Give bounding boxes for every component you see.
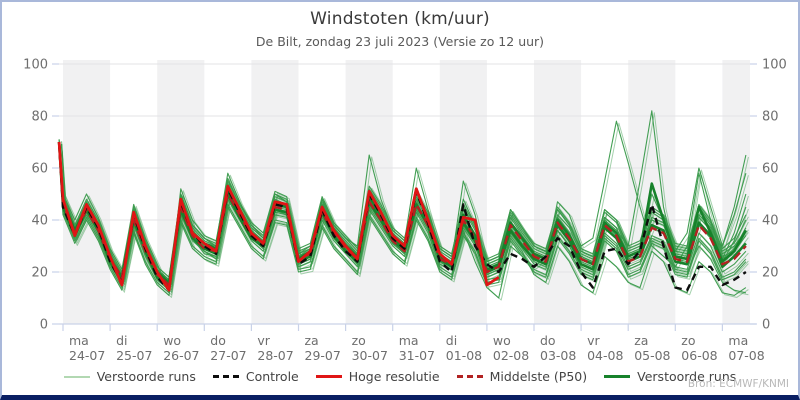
x-date-label: 03-08: [540, 348, 576, 363]
x-date-label: 02-08: [493, 348, 529, 363]
x-day-label: za: [634, 333, 648, 348]
legend-item-controle: Controle: [212, 369, 299, 384]
legend-label: Verstoorde runs: [96, 369, 196, 384]
hres-red-line-icon: [315, 375, 342, 378]
x-day-label: za: [305, 333, 319, 348]
x-day-label: zo: [352, 333, 366, 348]
y-tick-label-left: 100: [23, 58, 48, 73]
legend-label: Hoge resolutie: [348, 369, 440, 384]
ensemble-member-line: [58, 144, 747, 294]
x-date-label: 06-08: [681, 348, 717, 363]
x-date-label: 05-08: [634, 348, 670, 363]
legend-label: Middelste (P50): [489, 369, 588, 384]
x-date-label: 29-07: [305, 348, 341, 363]
x-date-label: 30-07: [352, 348, 388, 363]
x-day-label: wo: [163, 333, 181, 348]
day-band: [439, 60, 487, 324]
y-tick-label-left: 80: [31, 110, 48, 125]
ensemble-dark-line-icon: [604, 375, 631, 378]
ensemble-member-line: [58, 147, 747, 296]
x-date-label: 24-07: [69, 348, 105, 363]
day-band: [722, 60, 750, 324]
x-date-label: 31-07: [399, 348, 435, 363]
hres-line: [57, 141, 500, 292]
p50-dashed-line-icon: [456, 375, 483, 378]
y-tick-label-right: 80: [762, 110, 779, 125]
x-day-label: vr: [257, 333, 270, 348]
source-attribution: Bron: ECMWF/KNMI: [687, 378, 789, 390]
x-day-label: do: [540, 333, 556, 348]
x-day-label: do: [210, 333, 226, 348]
x-date-label: 07-08: [728, 348, 764, 363]
x-date-label: 04-08: [587, 348, 623, 363]
ensemble-member-line: [58, 141, 747, 281]
legend-label: Controle: [245, 369, 299, 384]
p50-line: [57, 141, 747, 287]
y-tick-label-right: 40: [762, 214, 779, 229]
day-band: [534, 60, 582, 324]
x-date-label: 01-08: [446, 348, 482, 363]
y-tick-label-left: 0: [40, 318, 48, 333]
y-tick-label-left: 60: [31, 162, 48, 177]
legend-item-verstoorde-runs-light: Verstoorde runs: [63, 369, 196, 384]
day-band: [63, 60, 111, 324]
x-date-label: 28-07: [257, 348, 293, 363]
x-day-label: ma: [728, 333, 748, 348]
chart-legend: Verstoorde runs Controle Hoge resolutie …: [2, 369, 798, 384]
ensemble-member-dark-line: [57, 141, 748, 284]
y-tick-label-left: 20: [31, 266, 48, 281]
x-day-label: wo: [493, 333, 511, 348]
y-tick-label-right: 0: [762, 318, 770, 333]
x-day-label: di: [446, 333, 457, 348]
chart-title: Windstoten (km/uur): [310, 9, 490, 29]
x-day-label: vr: [587, 333, 600, 348]
y-tick-label-right: 20: [762, 266, 779, 281]
x-day-label: di: [116, 333, 127, 348]
x-date-label: 25-07: [116, 348, 152, 363]
chart-header: Windstoten (km/uur) De Bilt, zondag 23 j…: [2, 9, 798, 49]
y-tick-label-left: 40: [31, 214, 48, 229]
ensemble-member-line: [61, 149, 749, 298]
x-date-label: 27-07: [210, 348, 246, 363]
day-band: [628, 60, 676, 324]
y-tick-label-right: 60: [762, 162, 779, 177]
x-day-label: zo: [681, 333, 695, 348]
legend-label: Verstoorde runs: [637, 369, 737, 384]
x-day-label: ma: [69, 333, 89, 348]
ensemble-light-line-icon: [63, 375, 90, 378]
x-date-label: 26-07: [163, 348, 199, 363]
control-dashed-line-icon: [212, 375, 239, 378]
y-tick-label-right: 100: [762, 58, 787, 73]
legend-item-middelste-p50: Middelste (P50): [456, 369, 588, 384]
chart-subtitle: De Bilt, zondag 23 juli 2023 (Versie zo …: [255, 34, 545, 49]
legend-item-hoge-resolutie: Hoge resolutie: [315, 369, 440, 384]
legend-item-verstoorde-runs-dark: Verstoorde runs: [604, 369, 736, 384]
wind-gust-ensemble-chart: ma24-07di25-07wo26-07do27-07vr28-07za29-…: [23, 58, 787, 364]
x-day-label: ma: [399, 333, 419, 348]
